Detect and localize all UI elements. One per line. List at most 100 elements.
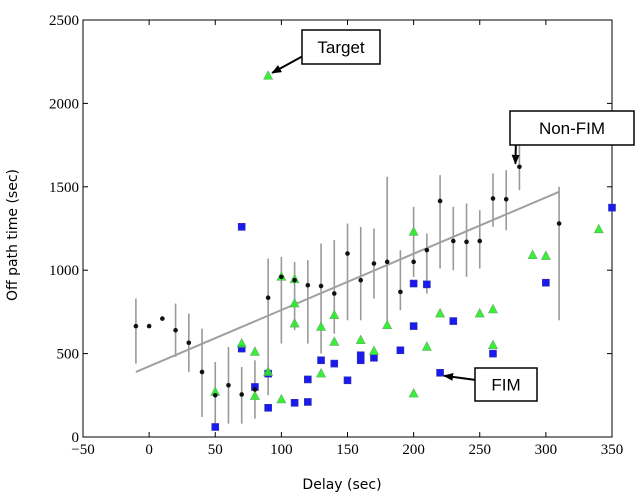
y-tick-label: 500: [57, 347, 80, 363]
target-point: [329, 336, 340, 346]
fim-point: [356, 356, 365, 365]
target-point: [527, 249, 538, 259]
target-point: [263, 70, 274, 80]
target-point: [408, 387, 419, 398]
non-fim-point: [160, 316, 165, 321]
non-fim-point: [411, 259, 416, 265]
non-fim-point: [398, 289, 403, 295]
non-fim-point: [199, 369, 205, 375]
x-tick-label: 50: [208, 442, 223, 458]
non-fim-point: [424, 247, 430, 253]
target-point: [263, 366, 274, 376]
target-point: [329, 309, 340, 320]
x-tick-label: 250: [469, 442, 492, 458]
x-tick-label: 100: [270, 442, 293, 458]
target-point: [289, 297, 300, 308]
y-tick-label: 1500: [49, 180, 79, 196]
non-fim-point: [305, 282, 311, 288]
fim-point: [317, 356, 325, 365]
fim-point: [330, 359, 339, 368]
non-fim-point: [358, 277, 364, 283]
callout-box-non-fim: [509, 110, 635, 146]
target-point: [249, 390, 260, 400]
y-tick-label: 2500: [49, 13, 79, 29]
fim-point: [436, 368, 444, 377]
non-fim-point: [239, 392, 244, 397]
target-point: [540, 250, 551, 260]
target-point: [236, 337, 247, 348]
fim-point: [237, 223, 246, 231]
target-point: [474, 307, 485, 318]
callout-label-non-fim: Non-FIM: [539, 119, 605, 138]
fim-point: [542, 278, 550, 287]
callout-box-target: [301, 29, 381, 65]
x-tick-label: 0: [145, 442, 153, 458]
fim-point: [608, 203, 616, 212]
non-fim-point: [556, 221, 562, 226]
y-tick-label: 1000: [49, 263, 79, 279]
non-fim-point: [173, 327, 178, 333]
non-fim-point: [318, 283, 324, 289]
target-point: [487, 303, 498, 314]
target-point: [276, 393, 287, 404]
target-point: [355, 334, 366, 345]
fim-point: [370, 353, 378, 362]
non-fim-point: [279, 274, 284, 280]
non-fim-point: [451, 238, 456, 244]
fim-point: [409, 279, 418, 288]
non-fim-point: [331, 291, 337, 296]
x-tick-label: 350: [601, 442, 624, 458]
non-fim-point: [292, 277, 297, 283]
non-fim-point: [517, 164, 522, 170]
fim-point: [304, 375, 312, 384]
target-point: [289, 317, 300, 328]
target-point: [316, 321, 327, 331]
fim-point: [290, 399, 299, 407]
non-fim-point: [186, 340, 192, 346]
x-tick-label: 200: [402, 442, 425, 458]
fim-point: [409, 322, 418, 330]
non-fim-point: [384, 259, 390, 265]
non-fim-point: [437, 198, 443, 204]
trend-line: [135, 190, 560, 373]
non-fim-point: [146, 323, 152, 329]
fim-point: [396, 346, 405, 355]
target-point: [593, 223, 604, 234]
fim-point: [343, 376, 352, 385]
non-fim-point: [226, 382, 231, 388]
y-tick-label: 0: [72, 430, 80, 446]
callout-label-target: Target: [317, 38, 365, 57]
non-fim-point: [477, 238, 483, 244]
non-fim-point: [371, 261, 377, 266]
callout-label-fim: FIM: [491, 376, 520, 395]
target-point: [382, 319, 393, 330]
target-point: [421, 341, 432, 351]
callout-arrow-target: [271, 55, 304, 74]
target-point: [249, 346, 260, 356]
fim-point: [264, 404, 272, 412]
target-point: [435, 307, 446, 318]
non-fim-point: [490, 196, 496, 201]
target-point: [408, 226, 419, 236]
non-fim-point: [503, 197, 509, 202]
non-fim-point: [345, 251, 350, 256]
target-point: [487, 339, 498, 350]
non-fim-point: [464, 239, 469, 245]
x-tick-label: 150: [336, 442, 359, 458]
fim-point: [423, 280, 431, 289]
fim-point: [304, 398, 312, 406]
callout-arrow-fim: [443, 372, 477, 381]
fim-point: [449, 317, 458, 325]
callout-box-fim: [474, 367, 538, 402]
non-fim-point: [265, 295, 271, 301]
target-point: [316, 367, 327, 378]
y-tick-label: 2000: [49, 96, 79, 112]
target-point: [368, 345, 379, 355]
x-tick-label: −50: [71, 442, 94, 458]
non-fim-point: [252, 387, 258, 392]
x-axis-title: Delay (sec): [302, 477, 381, 493]
fim-point: [211, 423, 220, 431]
x-tick-label: 300: [535, 442, 558, 458]
fim-point: [489, 349, 497, 358]
